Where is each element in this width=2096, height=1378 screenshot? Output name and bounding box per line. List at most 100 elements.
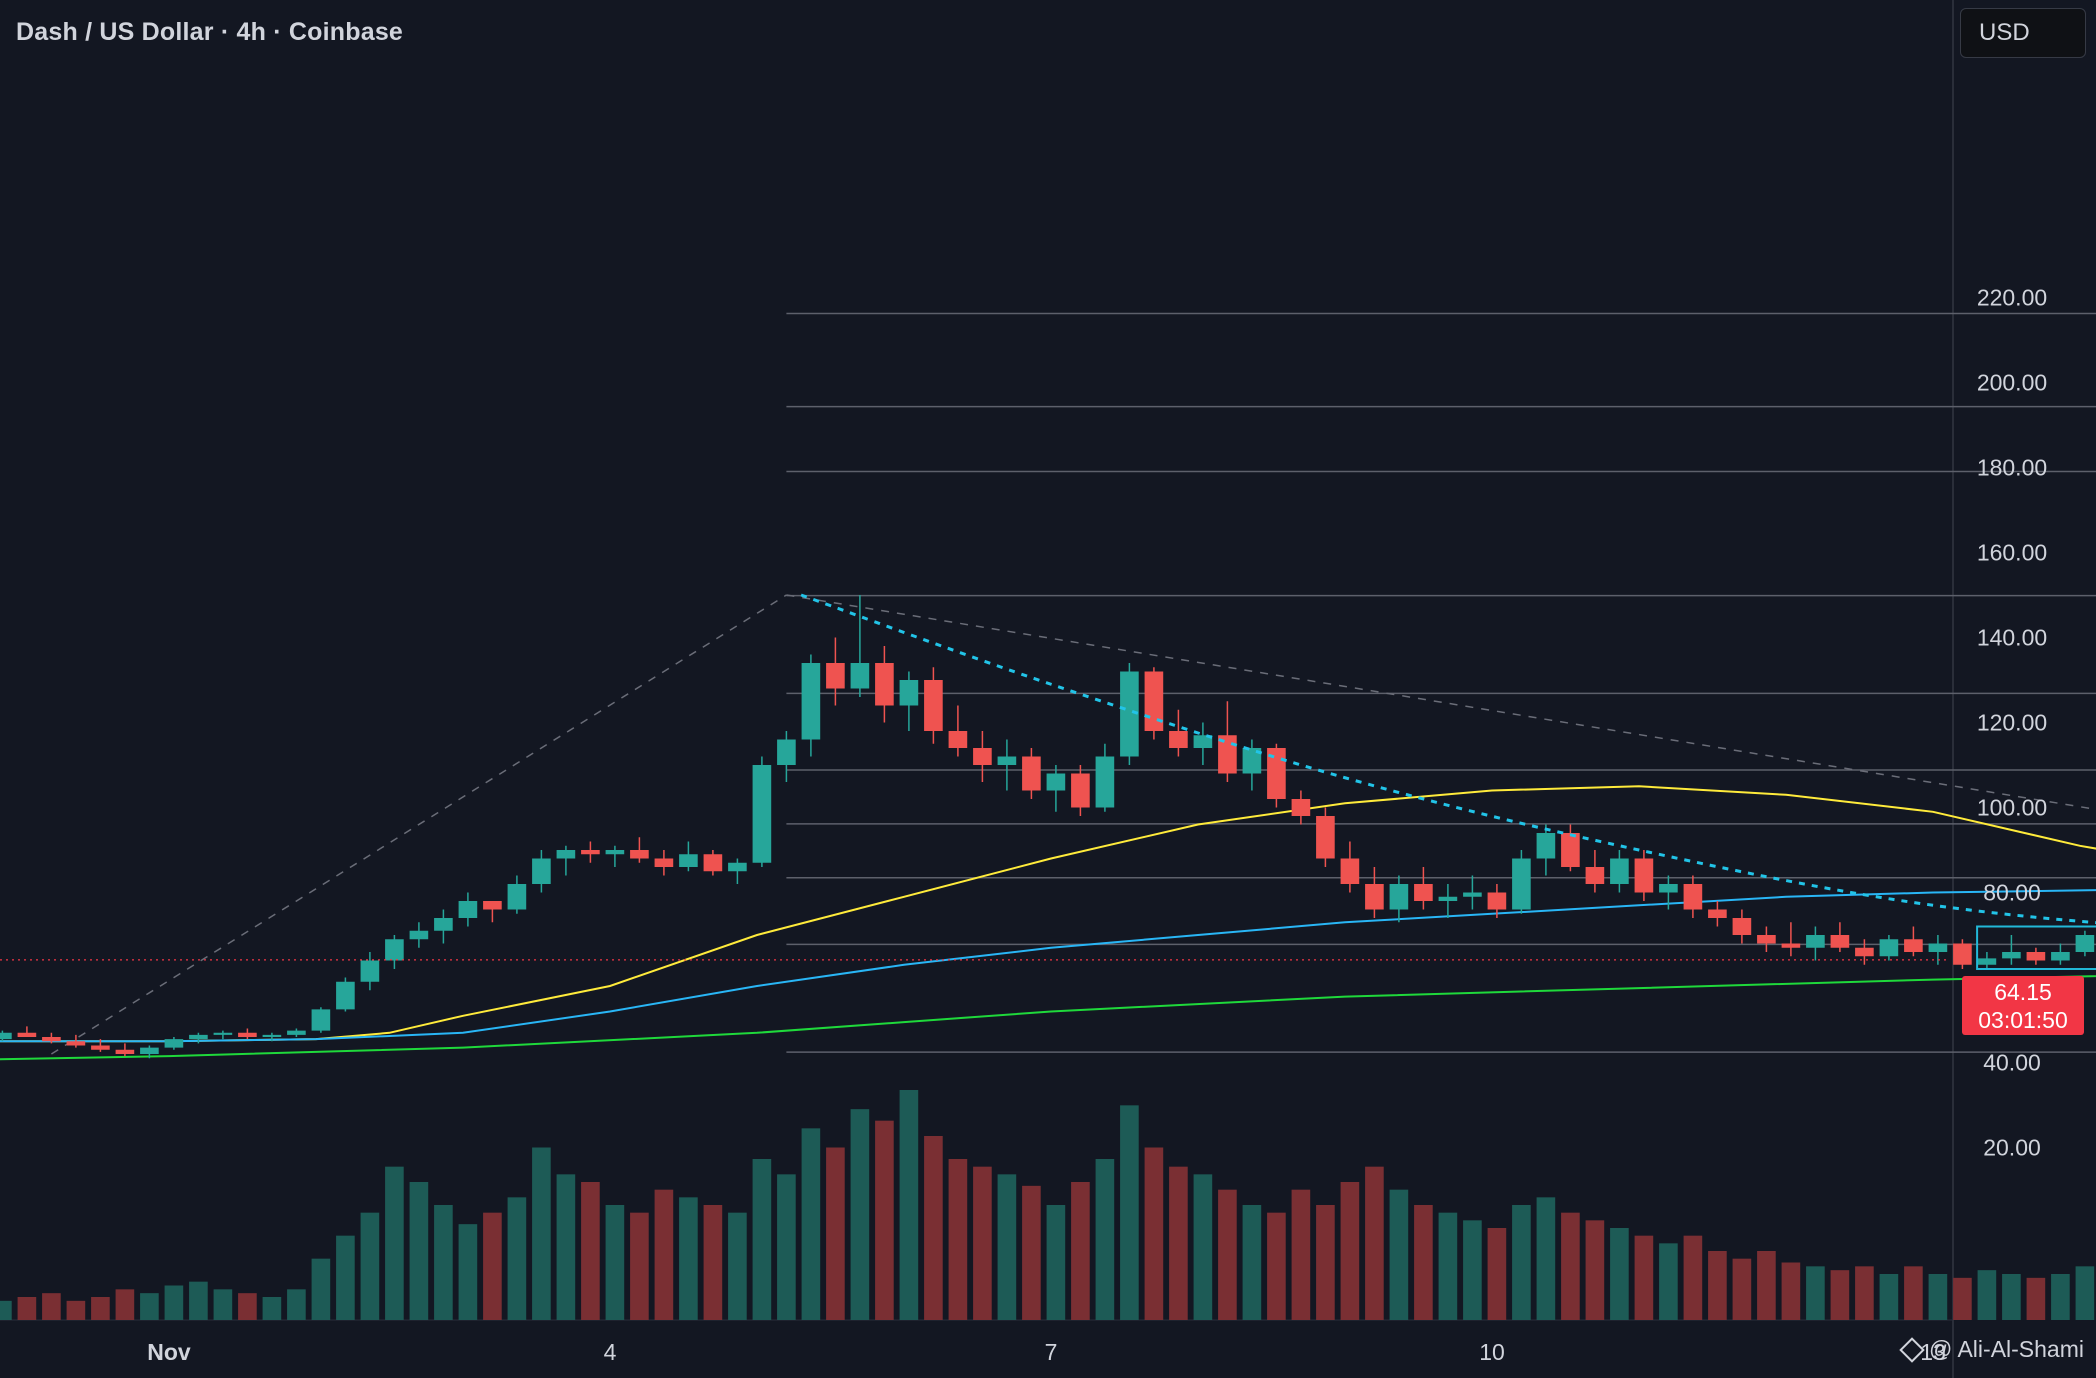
volume-bar xyxy=(42,1293,61,1320)
candle-body xyxy=(728,862,747,872)
candle-body xyxy=(91,1045,110,1050)
volume-bar xyxy=(1879,1274,1899,1320)
time-axis-label: 13 xyxy=(1920,1339,1946,1365)
volume-bar xyxy=(115,1289,135,1320)
candle-body xyxy=(1904,939,1923,952)
candle-body xyxy=(2026,952,2046,961)
candle-body xyxy=(899,680,919,706)
volume-bar xyxy=(2026,1277,2046,1320)
candle-body xyxy=(1781,943,1801,948)
volume-bar xyxy=(1193,1174,1213,1320)
volume-bar xyxy=(703,1205,723,1320)
volume-bar xyxy=(948,1159,968,1320)
candle-body xyxy=(1291,799,1311,816)
candle-body xyxy=(1806,935,1825,948)
volume-bar xyxy=(1904,1266,1923,1320)
volume-bar xyxy=(1806,1266,1825,1320)
entry-zone-box xyxy=(1976,925,2096,970)
volume-bar xyxy=(1340,1182,1360,1320)
price-axis-label: 200.00 xyxy=(1977,370,2047,396)
moving-average-blue xyxy=(0,889,2096,1043)
volume-bar xyxy=(752,1159,772,1320)
price-axis-label: 160.00 xyxy=(1977,540,2047,566)
candle-body xyxy=(1757,935,1776,944)
candle-body xyxy=(115,1049,135,1054)
bar-countdown: 03:01:50 xyxy=(1978,1007,2068,1033)
candle-body xyxy=(1120,671,1139,757)
time-axis-label: 10 xyxy=(1479,1339,1505,1365)
volume-bar xyxy=(262,1297,282,1320)
price-axis-label: 40.00 xyxy=(1983,1050,2041,1076)
candle-body xyxy=(1095,756,1115,808)
candle-body xyxy=(458,901,478,918)
price-axis-label: 180.00 xyxy=(1977,455,2047,481)
price-axis-label: 120.00 xyxy=(1977,710,2047,736)
volume-bar xyxy=(1242,1205,1262,1320)
volume-bar xyxy=(1487,1228,1507,1320)
last-price-value: 64.15 xyxy=(1994,979,2052,1005)
candle-body xyxy=(1022,756,1041,791)
volume-bar xyxy=(679,1197,698,1320)
candle-body xyxy=(483,901,502,910)
candle-body xyxy=(409,930,429,940)
price-axis-label: 80.00 xyxy=(1983,880,2041,906)
candle-body xyxy=(360,960,380,982)
candle-body xyxy=(213,1032,233,1035)
volume-bar xyxy=(997,1174,1017,1320)
candle-body xyxy=(2002,952,2021,959)
volume-bar xyxy=(1316,1205,1335,1320)
volume-bar xyxy=(899,1090,919,1320)
volume-bar xyxy=(1708,1251,1727,1320)
candle-body xyxy=(1732,918,1752,935)
volume-bar xyxy=(1022,1185,1041,1320)
time-axis-label: 4 xyxy=(604,1339,617,1365)
candle-body xyxy=(654,858,674,867)
candle-body xyxy=(1389,884,1409,910)
volume-bar xyxy=(0,1300,12,1320)
candle-body xyxy=(1610,858,1629,884)
candle-body xyxy=(1463,892,1482,897)
candle-body xyxy=(1193,735,1213,748)
candle-body xyxy=(1242,748,1262,774)
volume-bar xyxy=(728,1212,747,1320)
volume-bar xyxy=(164,1285,184,1320)
volume-bar xyxy=(2075,1266,2095,1320)
candle-body xyxy=(1071,773,1090,808)
volume-bar xyxy=(1757,1251,1776,1320)
volume-bar xyxy=(17,1297,37,1320)
candle-body xyxy=(826,663,845,689)
volume-bar xyxy=(1830,1270,1850,1320)
volume-bar xyxy=(1365,1166,1384,1320)
price-axis-label: 20.00 xyxy=(1983,1135,2041,1161)
volume-bar xyxy=(532,1147,551,1320)
candle-body xyxy=(1046,773,1066,791)
candle-body xyxy=(1487,892,1507,910)
volume-bar xyxy=(409,1182,429,1320)
volume-bar xyxy=(1683,1235,1703,1320)
candle-body xyxy=(1659,884,1678,893)
candle-body xyxy=(434,918,453,931)
volume-bar xyxy=(189,1281,208,1320)
volume-bar xyxy=(2002,1274,2021,1320)
candle-body xyxy=(1267,748,1286,799)
fib-trendline-up xyxy=(51,594,787,1055)
candle-body xyxy=(850,663,870,689)
candle-body xyxy=(1708,909,1727,918)
candle-body xyxy=(1683,884,1703,910)
volume-bar xyxy=(1095,1159,1115,1320)
candle-body xyxy=(0,1032,12,1040)
volume-bar xyxy=(1585,1220,1605,1320)
volume-bar xyxy=(483,1212,502,1320)
currency-button[interactable]: USD xyxy=(1960,8,2086,58)
volume-bar xyxy=(654,1189,674,1320)
volume-bar xyxy=(1855,1266,1874,1320)
volume-bar xyxy=(1781,1262,1801,1320)
volume-bar xyxy=(875,1120,894,1320)
volume-bar xyxy=(1389,1189,1409,1320)
candle-body xyxy=(679,854,698,867)
volume-bar xyxy=(1732,1258,1752,1320)
volume-bar xyxy=(581,1182,600,1320)
volume-bar xyxy=(973,1166,992,1320)
candle-body xyxy=(752,765,772,863)
